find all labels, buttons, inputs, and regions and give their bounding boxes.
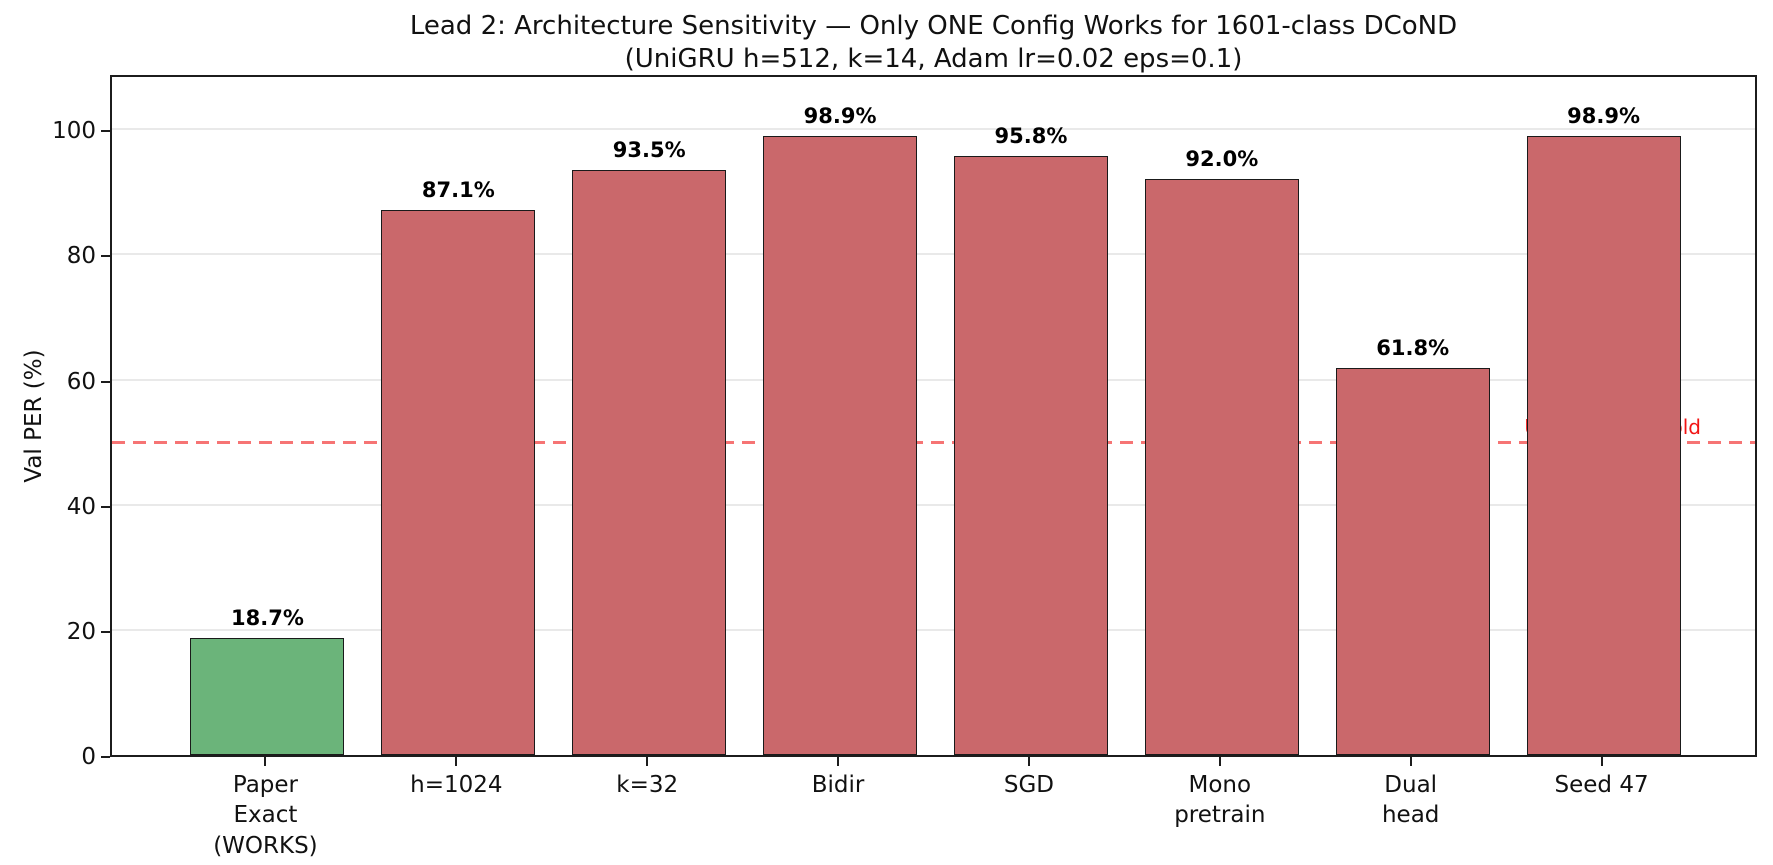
bar-value-label: 61.8% bbox=[1376, 336, 1450, 361]
chart-title: Lead 2: Architecture Sensitivity — Only … bbox=[409, 11, 1458, 41]
y-tick-label: 40 bbox=[66, 493, 96, 520]
y-tick-label: 60 bbox=[66, 368, 96, 395]
x-tick-mark bbox=[1409, 757, 1412, 766]
chart-subtitle: (UniGRU h=512, k=14, Adam lr=0.02 eps=0.… bbox=[624, 44, 1243, 75]
y-tick-label: 0 bbox=[81, 744, 96, 770]
x-tick-mark bbox=[646, 757, 649, 766]
y-tick-label: 100 bbox=[52, 118, 96, 145]
bar-fail bbox=[572, 169, 727, 755]
bar-fail bbox=[1335, 368, 1490, 755]
y-tick-mark bbox=[101, 630, 110, 633]
y-tick-label: 80 bbox=[66, 243, 96, 270]
bar-fail bbox=[953, 155, 1108, 755]
y-tick-mark bbox=[101, 130, 110, 133]
y-tick-mark bbox=[101, 756, 110, 758]
bar-fail bbox=[1526, 136, 1681, 755]
x-tick-mark bbox=[1600, 757, 1603, 766]
gridline bbox=[112, 128, 1755, 131]
x-tick-label: h=1024 bbox=[410, 772, 503, 798]
plot-area: Useless threshold 18.7%87.1%93.5%98.9%95… bbox=[110, 75, 1757, 757]
x-tick-label: SGD bbox=[1003, 772, 1055, 798]
gridline bbox=[112, 378, 1755, 381]
x-tick-label: Dual head bbox=[1381, 772, 1440, 829]
gridline bbox=[112, 503, 1755, 506]
gridline bbox=[112, 628, 1755, 631]
bar-value-label: 18.7% bbox=[231, 606, 304, 630]
x-tick-mark bbox=[837, 757, 840, 766]
bar-value-label: 92.0% bbox=[1185, 147, 1259, 172]
bar-value-label: 98.9% bbox=[1567, 104, 1640, 129]
bar-fail bbox=[763, 136, 918, 755]
gridline bbox=[112, 253, 1755, 256]
y-tick-label: 20 bbox=[66, 618, 96, 645]
x-tick-label: Paper Exact (WORKS) bbox=[213, 772, 318, 859]
x-tick-label: Mono pretrain bbox=[1174, 772, 1266, 829]
y-tick-mark bbox=[101, 255, 110, 258]
bar-works bbox=[190, 638, 345, 755]
threshold-line bbox=[112, 440, 1755, 444]
bar-value-label: 95.8% bbox=[994, 123, 1068, 148]
x-tick-mark bbox=[264, 757, 267, 766]
bar-value-label: 98.9% bbox=[803, 104, 877, 129]
y-tick-mark bbox=[101, 505, 110, 508]
x-tick-label: k=32 bbox=[616, 772, 679, 798]
x-tick-label: Bidir bbox=[811, 772, 865, 798]
x-tick-mark bbox=[1218, 757, 1221, 766]
y-tick-mark bbox=[101, 380, 110, 383]
bar-value-label: 93.5% bbox=[612, 137, 686, 162]
x-tick-label: Seed 47 bbox=[1554, 772, 1649, 798]
bar-value-label: 87.1% bbox=[421, 178, 495, 203]
x-tick-mark bbox=[1027, 757, 1030, 766]
bar-fail bbox=[1144, 179, 1299, 755]
x-tick-mark bbox=[455, 757, 458, 766]
chart-title-block: Lead 2: Architecture Sensitivity — Only … bbox=[110, 10, 1757, 77]
bar-fail bbox=[381, 210, 536, 755]
